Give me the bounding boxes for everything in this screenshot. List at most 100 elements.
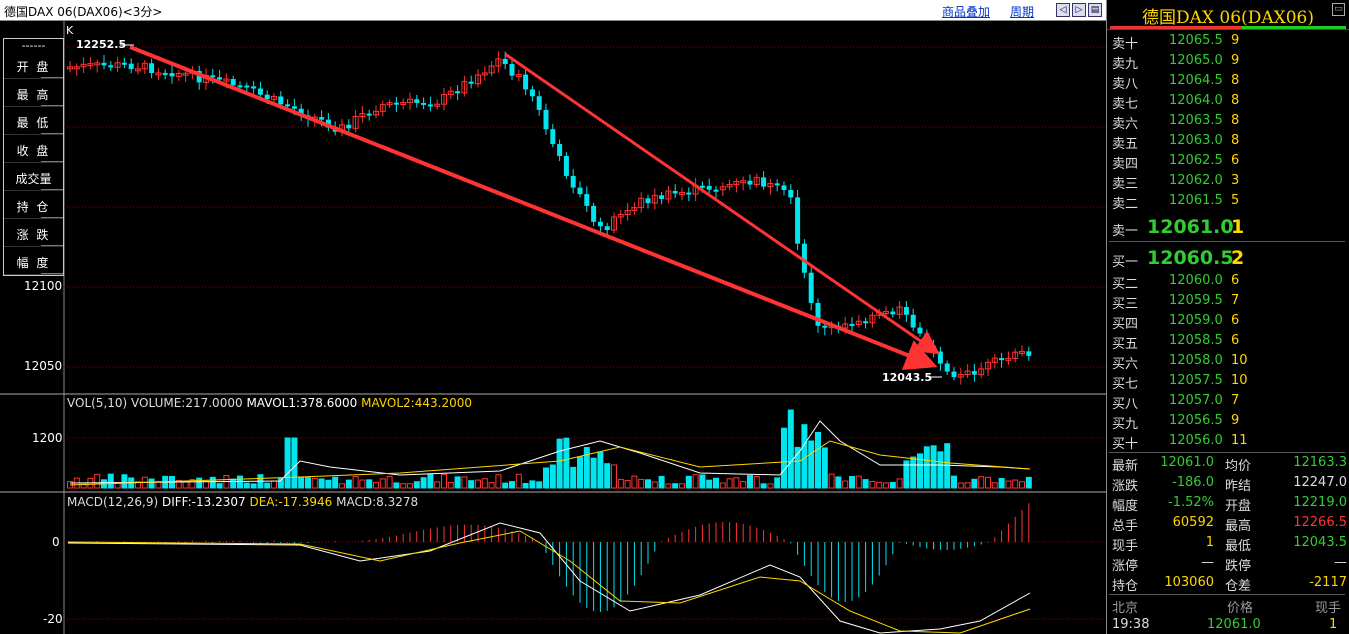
header-green-bar	[1242, 26, 1346, 29]
bid-level: 买六 12058.0 10	[1107, 353, 1347, 373]
candle-body	[264, 94, 270, 100]
bid-label: 买九	[1112, 417, 1139, 432]
bid-level: 买八 12057.0 7	[1107, 393, 1347, 413]
bid-label: 买三	[1112, 297, 1139, 312]
chart-title: 德国DAX 06(DAX06)<3分>	[4, 5, 163, 19]
chart-grid	[0, 21, 1106, 634]
candle-body	[407, 98, 413, 104]
candle-body	[475, 74, 481, 85]
stat-value: 60592	[1172, 515, 1214, 530]
menu-button[interactable]: ▤	[1088, 3, 1102, 17]
vol-volume: VOLUME:217.0000	[131, 396, 243, 410]
volume-bar	[923, 446, 930, 489]
candle-body	[883, 311, 889, 315]
volume-bar	[889, 481, 896, 489]
volume-bar	[121, 474, 128, 489]
volume-bar	[910, 456, 917, 489]
volume-bar	[855, 475, 862, 489]
info-low: 最 低	[4, 107, 63, 135]
ask-price: 12062.0	[1169, 173, 1223, 188]
kline-chart[interactable]	[0, 21, 1106, 634]
crosshair-info-box: ------ 开 盘 最 高 最 低 收 盘 成交量 持 仓 涨 跌 幅 度	[3, 38, 64, 276]
volume-ma-lines	[69, 420, 1031, 486]
volume-bar	[189, 479, 196, 489]
volume-bar	[719, 482, 726, 489]
volume-bar	[883, 482, 889, 489]
high-marker-label: 12252.5	[76, 38, 127, 51]
volume-bar	[352, 476, 359, 489]
volume-axis-label: 1200	[32, 431, 63, 445]
volume-bar	[196, 477, 203, 489]
stat-label: 开盘	[1225, 499, 1252, 514]
bid-level-1: 买一 12060.5 2	[1107, 247, 1347, 270]
candle-body	[747, 180, 753, 185]
stat-label: 总手	[1112, 519, 1139, 534]
volume-bar	[502, 482, 509, 489]
candle-body	[536, 96, 542, 110]
volume-bar	[203, 480, 209, 489]
restore-icon[interactable]: ▭	[1332, 3, 1345, 16]
candle-body	[543, 109, 549, 130]
volume-bar	[94, 473, 101, 489]
macd-axis-label: 0	[52, 535, 60, 549]
volume-bar	[842, 480, 849, 489]
candle-body	[665, 190, 672, 200]
volume-bar	[284, 437, 291, 489]
volume-bar	[611, 464, 617, 489]
candle-body	[550, 129, 556, 145]
macd-axis-label: -20	[43, 612, 63, 626]
bid-level: 买七 12057.5 10	[1107, 373, 1347, 393]
candle-body	[761, 177, 767, 187]
volume-bar	[468, 480, 475, 489]
ask-price: 12065.0	[1169, 53, 1223, 68]
candle-body	[855, 320, 862, 325]
candle-body	[223, 78, 230, 82]
candle-body	[149, 63, 155, 74]
next-button[interactable]: ▷	[1072, 3, 1086, 17]
ask-level: 卖九 12065.0 9	[1107, 53, 1347, 73]
volume-bar	[107, 473, 114, 489]
overlay-product-link[interactable]: 商品叠加	[942, 5, 991, 19]
candle-body	[863, 321, 869, 324]
vol-mavol2: MAVOL2:443.2000	[361, 396, 472, 410]
quote-header: 德国DAX 06(DAX06) ▭	[1107, 0, 1349, 30]
period-link[interactable]: 周期	[1010, 5, 1035, 19]
volume-bar	[774, 477, 781, 489]
volume-bar	[475, 479, 481, 489]
candlestick-series	[67, 51, 1032, 385]
volume-bar	[706, 479, 713, 489]
volume-bar	[713, 477, 719, 489]
candle-body	[495, 58, 502, 67]
volume-bar	[869, 480, 876, 489]
candle-body	[951, 371, 957, 378]
candle-body	[753, 176, 760, 186]
stat-value: 12061.0	[1160, 455, 1214, 470]
volume-bar	[298, 476, 305, 489]
ask-label: 卖七	[1112, 97, 1139, 112]
bid-level: 买五 12058.5 6	[1107, 333, 1347, 353]
prev-button[interactable]: ◁	[1056, 3, 1070, 17]
volume-bar	[808, 440, 815, 489]
bid1-volume: 2	[1231, 247, 1245, 269]
volume-bar	[325, 479, 332, 489]
volume-bar	[359, 479, 366, 489]
volume-bar	[944, 443, 951, 489]
candle-body	[291, 106, 297, 109]
volume-bars	[67, 409, 1032, 489]
candle-body	[468, 81, 474, 84]
stat-value: 12219.0	[1293, 495, 1347, 510]
candle-body	[1012, 351, 1019, 359]
volume-bar	[400, 483, 407, 489]
volume-bar	[903, 460, 910, 489]
volume-bar	[828, 473, 835, 489]
macd-dea: DEA:-17.3946	[249, 495, 333, 509]
tick-qty: 1	[1329, 617, 1338, 632]
volume-bar	[209, 476, 216, 489]
ask-volume: 6	[1231, 153, 1240, 168]
candle-body	[795, 197, 801, 244]
stat-label: 涨跌	[1112, 479, 1139, 494]
candle-body	[991, 357, 998, 363]
candle-body	[604, 226, 610, 231]
volume-bar	[386, 476, 393, 489]
ask-price: 12064.5	[1169, 73, 1223, 88]
